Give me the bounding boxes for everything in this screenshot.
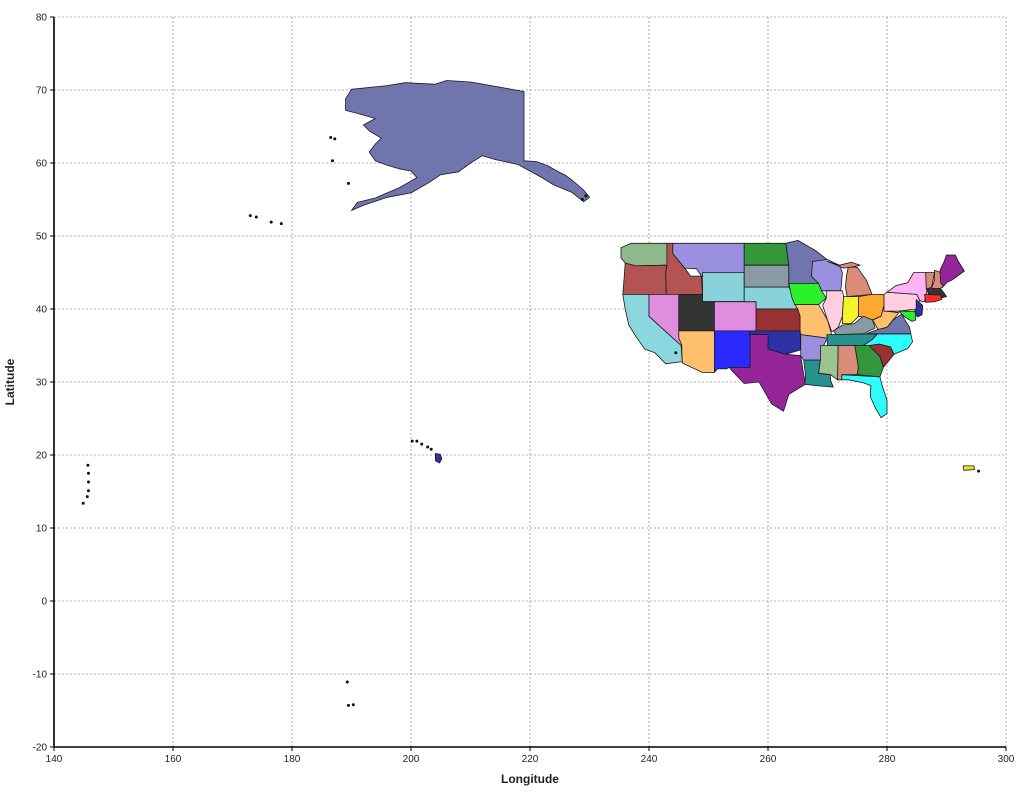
- region-michigan: [845, 266, 873, 298]
- region-maine: [939, 254, 965, 287]
- region-alaska: [345, 80, 590, 211]
- island-marker: [584, 194, 588, 198]
- island-marker: [333, 137, 337, 141]
- y-tick-label: -10: [33, 670, 48, 681]
- island-marker: [580, 198, 584, 202]
- x-tick-label: 300: [998, 754, 1015, 765]
- island-marker: [346, 703, 350, 707]
- island-marker: [674, 351, 678, 355]
- island-marker: [248, 214, 252, 218]
- region-west-virginia: [872, 304, 900, 330]
- region-puerto-rico: [962, 465, 975, 471]
- y-tick-label: 10: [36, 524, 48, 535]
- region-shapes: [345, 80, 975, 471]
- y-tick-label: -20: [33, 743, 48, 754]
- region-arizona: [678, 330, 715, 373]
- x-tick-label: 240: [641, 754, 658, 765]
- region-hawaii: [434, 453, 443, 464]
- region-vermont: [925, 272, 935, 290]
- region-florida: [841, 374, 888, 419]
- x-tick-label: 280: [879, 754, 896, 765]
- island-marker: [410, 439, 414, 443]
- island-marker: [254, 215, 258, 219]
- x-tick-label: 220: [522, 754, 539, 765]
- region-kansas: [755, 308, 801, 332]
- island-marker: [329, 136, 333, 140]
- x-tick-label: 200: [403, 754, 420, 765]
- y-tick-label: 30: [36, 378, 48, 389]
- island-marker: [86, 463, 90, 467]
- y-tick-label: 80: [36, 13, 48, 24]
- region-washington: [620, 242, 668, 267]
- region-indiana: [842, 296, 859, 325]
- region-ohio: [858, 293, 885, 321]
- island-markers: [81, 136, 981, 707]
- region-michigan-up: [827, 261, 861, 269]
- y-tick-label: 0: [41, 597, 47, 608]
- region-new-york: [886, 272, 928, 303]
- region-alabama: [837, 345, 859, 381]
- y-tick-label: 70: [36, 86, 48, 97]
- region-maryland-delaware: [898, 310, 916, 322]
- region-pennsylvania: [883, 291, 921, 312]
- x-tick-label: 180: [284, 754, 301, 765]
- island-marker: [415, 439, 419, 443]
- island-marker: [420, 442, 424, 446]
- region-connecticut-rhode-island: [924, 293, 943, 303]
- region-wyoming: [702, 272, 745, 303]
- island-marker: [351, 703, 355, 707]
- island-marker: [426, 445, 430, 449]
- island-marker: [85, 495, 89, 499]
- island-marker: [279, 222, 283, 226]
- region-new-jersey: [914, 299, 924, 318]
- region-north-carolina: [862, 333, 913, 355]
- region-south-dakota: [743, 264, 790, 288]
- region-texas: [728, 334, 806, 412]
- island-marker: [429, 447, 433, 451]
- region-north-dakota: [743, 242, 790, 266]
- island-marker: [330, 159, 334, 163]
- x-tick-label: 140: [46, 754, 63, 765]
- region-oregon: [622, 262, 668, 295]
- island-marker: [87, 489, 91, 493]
- region-new-mexico: [714, 330, 751, 373]
- y-axis-title: Latitude: [3, 358, 17, 405]
- island-marker: [81, 501, 85, 505]
- tick-labels: 140 160 180 200 220 240 260 280 300 -20 -10 0 10 20 30…: [33, 13, 1015, 766]
- region-wisconsin: [811, 258, 843, 292]
- y-tick-label: 60: [36, 159, 48, 170]
- y-tick-label: 50: [36, 232, 48, 243]
- island-marker: [977, 469, 981, 473]
- island-marker: [87, 480, 91, 484]
- y-tick-label: 20: [36, 451, 48, 462]
- island-marker: [346, 181, 350, 185]
- island-marker: [345, 680, 349, 684]
- island-marker: [87, 471, 91, 475]
- y-tick-label: 40: [36, 305, 48, 316]
- region-colorado: [714, 301, 757, 332]
- x-axis-title: Longitude: [501, 772, 559, 786]
- x-tick-label: 160: [165, 754, 182, 765]
- x-tick-label: 260: [760, 754, 777, 765]
- island-marker: [269, 220, 273, 224]
